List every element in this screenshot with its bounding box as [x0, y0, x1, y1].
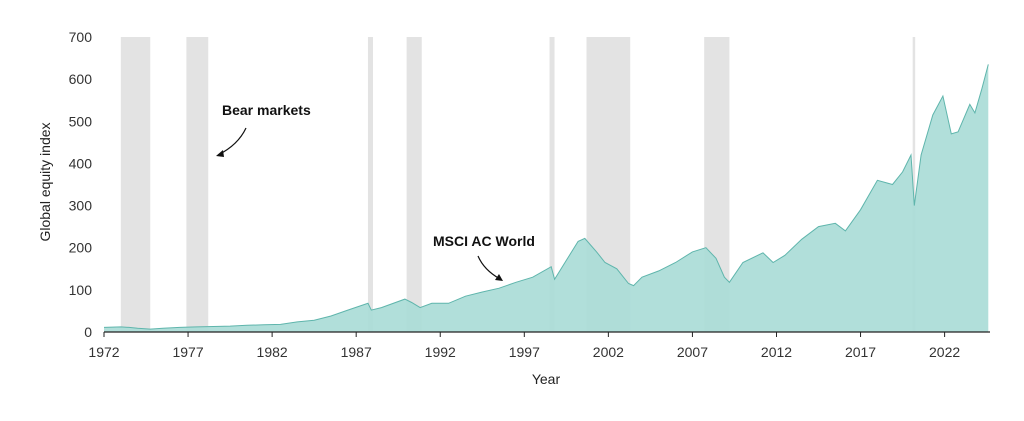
y-axis-title: Global equity index	[37, 122, 53, 241]
y-tick-label-400: 400	[69, 155, 93, 171]
bear-market-band-1	[186, 37, 209, 332]
y-tick-label-300: 300	[69, 198, 93, 214]
annotation-msci-arrow	[477, 255, 501, 280]
x-axis-title: Year	[532, 371, 561, 387]
bear-market-band-3	[406, 37, 422, 332]
y-axis-ticks: 0 100 200 300 400 500 600 700	[69, 29, 93, 340]
annotation-msci-arrowhead	[495, 274, 503, 281]
x-tick-label-2012: 2012	[761, 344, 792, 360]
y-tick-label-700: 700	[69, 29, 93, 45]
x-tick-label-2007: 2007	[677, 344, 708, 360]
x-tick-label-2002: 2002	[593, 344, 624, 360]
annotation-bear-markets-arrowhead	[216, 150, 224, 157]
bear-market-band-7	[912, 37, 916, 332]
y-tick-label-200: 200	[69, 240, 93, 256]
x-tick-label-1997: 1997	[509, 344, 540, 360]
y-tick-label-100: 100	[69, 282, 93, 298]
x-tick-label-2017: 2017	[845, 344, 876, 360]
y-tick-label-500: 500	[69, 113, 93, 129]
bear-market-band-0	[120, 37, 151, 332]
x-tick-label-1987: 1987	[341, 344, 372, 360]
msci-ac-world-line	[103, 64, 989, 330]
x-tick-label-1977: 1977	[172, 344, 203, 360]
msci-ac-world-area	[104, 64, 989, 333]
bear-market-band-2	[367, 37, 373, 332]
x-tick-label-2022: 2022	[929, 344, 960, 360]
x-tick-label-1972: 1972	[88, 344, 119, 360]
x-tick-label-1992: 1992	[425, 344, 456, 360]
y-tick-label-0: 0	[84, 324, 92, 340]
x-axis-ticks: 1972 1977 1982 1987 1992 1997 2002 2007 2012 2017…	[88, 332, 960, 360]
x-tick-label-1982: 1982	[257, 344, 288, 360]
y-tick-label-600: 600	[69, 71, 93, 87]
annotation-msci-ac-world: MSCI AC World	[433, 233, 535, 249]
annotation-bear-markets: Bear markets	[222, 102, 311, 118]
bear-market-band-4	[549, 37, 555, 332]
